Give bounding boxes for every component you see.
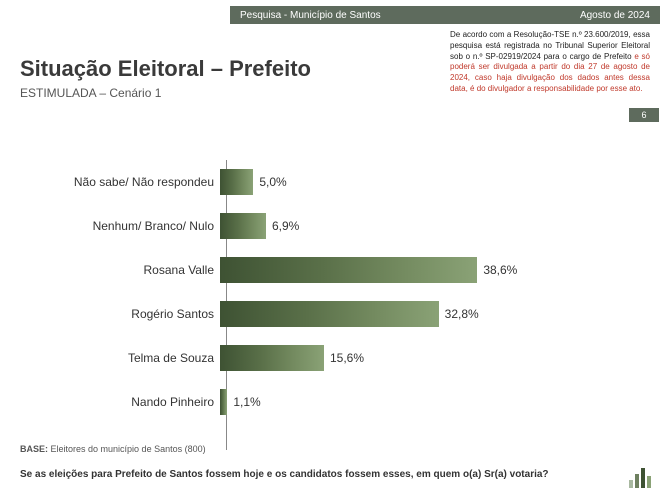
bar-track: 1,1%: [220, 389, 520, 415]
bar: [220, 389, 227, 415]
bar-track: 5,0%: [220, 169, 520, 195]
bar-track: 6,9%: [220, 213, 520, 239]
bar-chart: Não sabe/ Não respondeu 5,0% Nenhum/ Bra…: [20, 160, 520, 440]
bar-label: Rosana Valle: [20, 263, 220, 277]
bar-value: 5,0%: [259, 175, 286, 189]
logo-icon: [627, 466, 655, 490]
bar-value: 15,6%: [330, 351, 364, 365]
bar: [220, 257, 477, 283]
header-left: Pesquisa - Município de Santos: [240, 10, 381, 21]
disclaimer-part1: De acordo com a Resolução-TSE n.º 23.600…: [450, 30, 650, 61]
chart-row: Telma de Souza 15,6%: [20, 336, 520, 380]
page-title: Situação Eleitoral – Prefeito: [20, 56, 311, 82]
bar-label: Nenhum/ Branco/ Nulo: [20, 219, 220, 233]
bar-label: Telma de Souza: [20, 351, 220, 365]
header-bar: Pesquisa - Município de Santos Agosto de…: [230, 6, 660, 24]
chart-row: Nando Pinheiro 1,1%: [20, 380, 520, 424]
survey-question: Se as eleições para Prefeito de Santos f…: [20, 469, 549, 480]
chart-row: Rogério Santos 32,8%: [20, 292, 520, 336]
header-right: Agosto de 2024: [580, 10, 650, 21]
chart-row: Rosana Valle 38,6%: [20, 248, 520, 292]
bar: [220, 213, 266, 239]
base-label: BASE:: [20, 444, 48, 454]
page-subtitle: ESTIMULADA – Cenário 1: [20, 86, 311, 100]
bar-label: Não sabe/ Não respondeu: [20, 175, 220, 189]
bar: [220, 345, 324, 371]
base-note: BASE: Eleitores do município de Santos (…: [20, 444, 206, 454]
bar: [220, 301, 439, 327]
bar-value: 32,8%: [445, 307, 479, 321]
bar-value: 38,6%: [483, 263, 517, 277]
disclaimer-text: De acordo com a Resolução-TSE n.º 23.600…: [450, 30, 650, 95]
bar-value: 6,9%: [272, 219, 299, 233]
bar-label: Nando Pinheiro: [20, 395, 220, 409]
bar-value: 1,1%: [233, 395, 260, 409]
title-block: Situação Eleitoral – Prefeito ESTIMULADA…: [20, 56, 311, 100]
bar-track: 32,8%: [220, 301, 520, 327]
bar-track: 15,6%: [220, 345, 520, 371]
bar-label: Rogério Santos: [20, 307, 220, 321]
chart-row: Nenhum/ Branco/ Nulo 6,9%: [20, 204, 520, 248]
bar: [220, 169, 253, 195]
page-number-badge: 6: [629, 108, 659, 122]
bar-track: 38,6%: [220, 257, 520, 283]
chart-row: Não sabe/ Não respondeu 5,0%: [20, 160, 520, 204]
base-text: Eleitores do município de Santos (800): [48, 444, 206, 454]
